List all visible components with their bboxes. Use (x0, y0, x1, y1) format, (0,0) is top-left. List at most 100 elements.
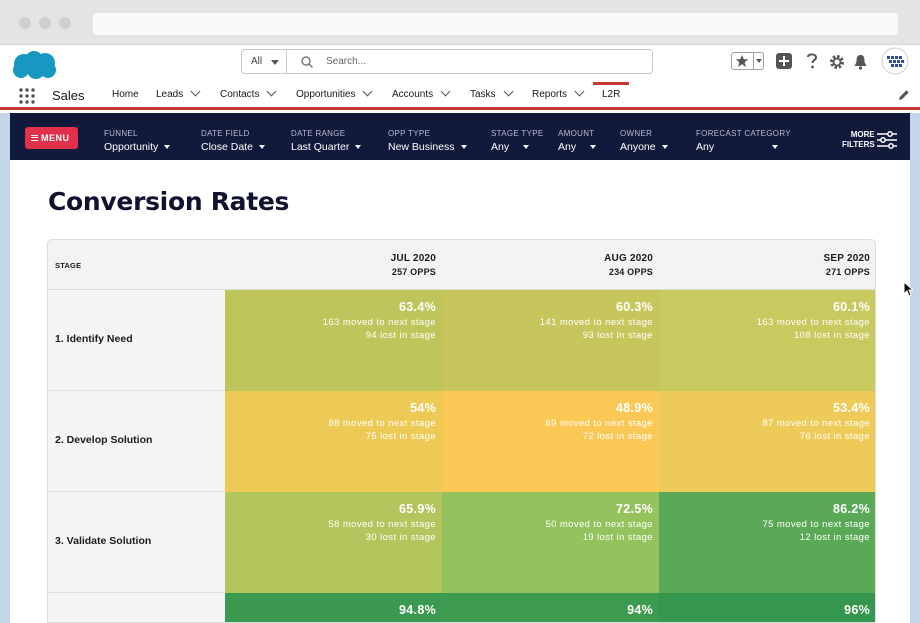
nav-item-accounts[interactable]: Accounts (392, 82, 451, 107)
filter-value[interactable]: New Business (388, 141, 467, 153)
add-icon[interactable] (776, 53, 792, 69)
rate-cell[interactable]: 63.4% 163 moved to next stage 94 lost in… (225, 290, 442, 391)
chevron-down-icon[interactable] (363, 86, 373, 97)
favorites-button[interactable] (731, 52, 764, 70)
filter-bar: MENU FUNNEL Opportunity DATE FIELD Close… (10, 113, 910, 160)
filter-owner[interactable]: OWNER Anyone (620, 129, 668, 153)
user-avatar[interactable] (881, 47, 909, 75)
more-filters-button[interactable]: MORE FILTERS (842, 130, 875, 150)
filter-date-field[interactable]: DATE FIELD Close Date (201, 129, 265, 153)
filter-value[interactable]: Opportunity (104, 141, 171, 153)
filter-value[interactable]: Anyone (620, 141, 668, 153)
chevron-down-icon[interactable] (440, 86, 451, 97)
more-filters-label-1: MORE (850, 130, 875, 139)
filter-value[interactable]: Close Date (201, 141, 265, 153)
rate-percent: 60.3% (616, 300, 653, 314)
filter-funnel[interactable]: FUNNEL Opportunity (104, 129, 171, 153)
chevron-down-icon (164, 145, 171, 149)
filter-amount[interactable]: AMOUNT Any (558, 129, 597, 153)
rate-cell[interactable]: 60.1% 163 moved to next stage 108 lost i… (659, 290, 875, 391)
edit-pencil-icon[interactable] (898, 89, 910, 101)
rate-percent: 48.9% (616, 401, 653, 415)
table-row-label: 2. Develop Solution (48, 391, 225, 492)
filter-value-text: Any (558, 141, 577, 153)
rate-cell[interactable]: 94% (442, 593, 659, 622)
nav-item-leads[interactable]: Leads (156, 82, 201, 107)
nav-label: Leads (156, 89, 184, 100)
search-input[interactable] (326, 53, 626, 70)
window-maximize-dot[interactable] (59, 17, 71, 29)
rate-cell[interactable]: 86.2% 75 moved to next stage 12 lost in … (659, 492, 875, 593)
rate-percent: 72.5% (616, 502, 653, 516)
nav-label: Home (112, 89, 139, 100)
chevron-down-icon[interactable] (503, 86, 514, 97)
help-icon[interactable] (805, 52, 819, 70)
table-row-label: 3. Validate Solution (48, 492, 225, 593)
chevron-down-icon[interactable] (574, 86, 585, 97)
filter-stage-type[interactable]: STAGE TYPE Any (491, 129, 544, 153)
rate-percent: 65.9% (399, 502, 436, 516)
search-scope-select[interactable]: All (242, 50, 287, 73)
nav-label: L2R (602, 89, 621, 100)
nav-item-contacts[interactable]: Contacts (220, 82, 277, 107)
filter-opp-type[interactable]: OPP TYPE New Business (388, 129, 467, 153)
rate-cell[interactable]: 65.9% 58 moved to next stage 30 lost in … (225, 492, 442, 593)
rate-cell[interactable]: 94.8% (225, 593, 442, 622)
stage-name: 1. Identify Need (55, 333, 133, 345)
lost-count: 30 lost in stage (365, 531, 436, 543)
filter-value[interactable]: Last Quarter (291, 141, 362, 153)
nav-item-home[interactable]: Home (112, 82, 139, 107)
rate-cell[interactable]: 48.9% 69 moved to next stage 72 lost in … (442, 391, 659, 492)
rate-percent: 96% (844, 603, 870, 617)
column-opps: 257 OPPS (391, 267, 436, 277)
menu-button[interactable]: MENU (25, 127, 78, 149)
moved-count: 163 moved to next stage (756, 317, 870, 328)
sliders-icon[interactable] (876, 131, 898, 149)
nav-item-reports[interactable]: Reports (532, 82, 585, 107)
chevron-down-icon (271, 60, 279, 65)
filter-label: OPP TYPE (388, 129, 431, 138)
lost-count: 19 lost in stage (582, 531, 653, 543)
nav-item-opportunities[interactable]: Opportunities (296, 82, 373, 107)
nav-label: Reports (532, 89, 568, 100)
chevron-down-icon[interactable] (267, 86, 277, 97)
chevron-down-icon (661, 145, 668, 149)
lost-count: 108 lost in stage (794, 329, 870, 341)
nav-item-l2r[interactable]: L2R (593, 82, 630, 107)
chevron-down-icon (355, 145, 362, 149)
filter-forecast-category[interactable]: FORECAST CATEGORY Any (696, 129, 791, 153)
rate-cell[interactable]: 72.5% 50 moved to next stage 19 lost in … (442, 492, 659, 593)
app-launcher-icon[interactable] (19, 88, 35, 104)
salesforce-cloud-logo[interactable] (10, 50, 58, 80)
window-close-dot[interactable] (19, 17, 31, 29)
filter-value-text: Any (696, 141, 715, 153)
moved-count: 141 moved to next stage (539, 317, 653, 328)
moved-count: 88 moved to next stage (328, 418, 436, 429)
filter-value[interactable]: Any (491, 141, 544, 153)
address-bar[interactable] (93, 13, 898, 35)
menu-label: MENU (41, 133, 70, 143)
rate-cell[interactable]: 53.4% 87 moved to next stage 76 lost in … (659, 391, 875, 492)
settings-gear-icon[interactable] (829, 54, 845, 70)
hamburger-icon (31, 135, 38, 141)
search-icon (301, 56, 313, 68)
filter-value[interactable]: Any (558, 141, 597, 153)
filter-value[interactable]: Any (696, 141, 791, 153)
rate-cell[interactable]: 96% (659, 593, 875, 622)
chevron-down-icon (590, 145, 597, 149)
nav-item-tasks[interactable]: Tasks (470, 82, 514, 107)
table-row-label: 1. Identify Need (48, 290, 225, 391)
rate-cell[interactable]: 60.3% 141 moved to next stage 93 lost in… (442, 290, 659, 391)
filter-value-text: Opportunity (104, 141, 159, 153)
rate-cell[interactable]: 54% 88 moved to next stage 75 lost in st… (225, 391, 442, 492)
table-row-label (48, 593, 225, 622)
column-header-sep: SEP 2020 271 OPPS (660, 253, 870, 277)
filter-date-range[interactable]: DATE RANGE Last Quarter (291, 129, 362, 153)
notifications-bell-icon[interactable] (853, 54, 868, 70)
chevron-down-icon (523, 145, 530, 149)
column-opps: 234 OPPS (608, 267, 653, 277)
window-minimize-dot[interactable] (39, 17, 51, 29)
chevron-down-icon[interactable] (190, 86, 201, 97)
chevron-down-icon (460, 145, 467, 149)
filter-label: FORECAST CATEGORY (696, 129, 791, 138)
